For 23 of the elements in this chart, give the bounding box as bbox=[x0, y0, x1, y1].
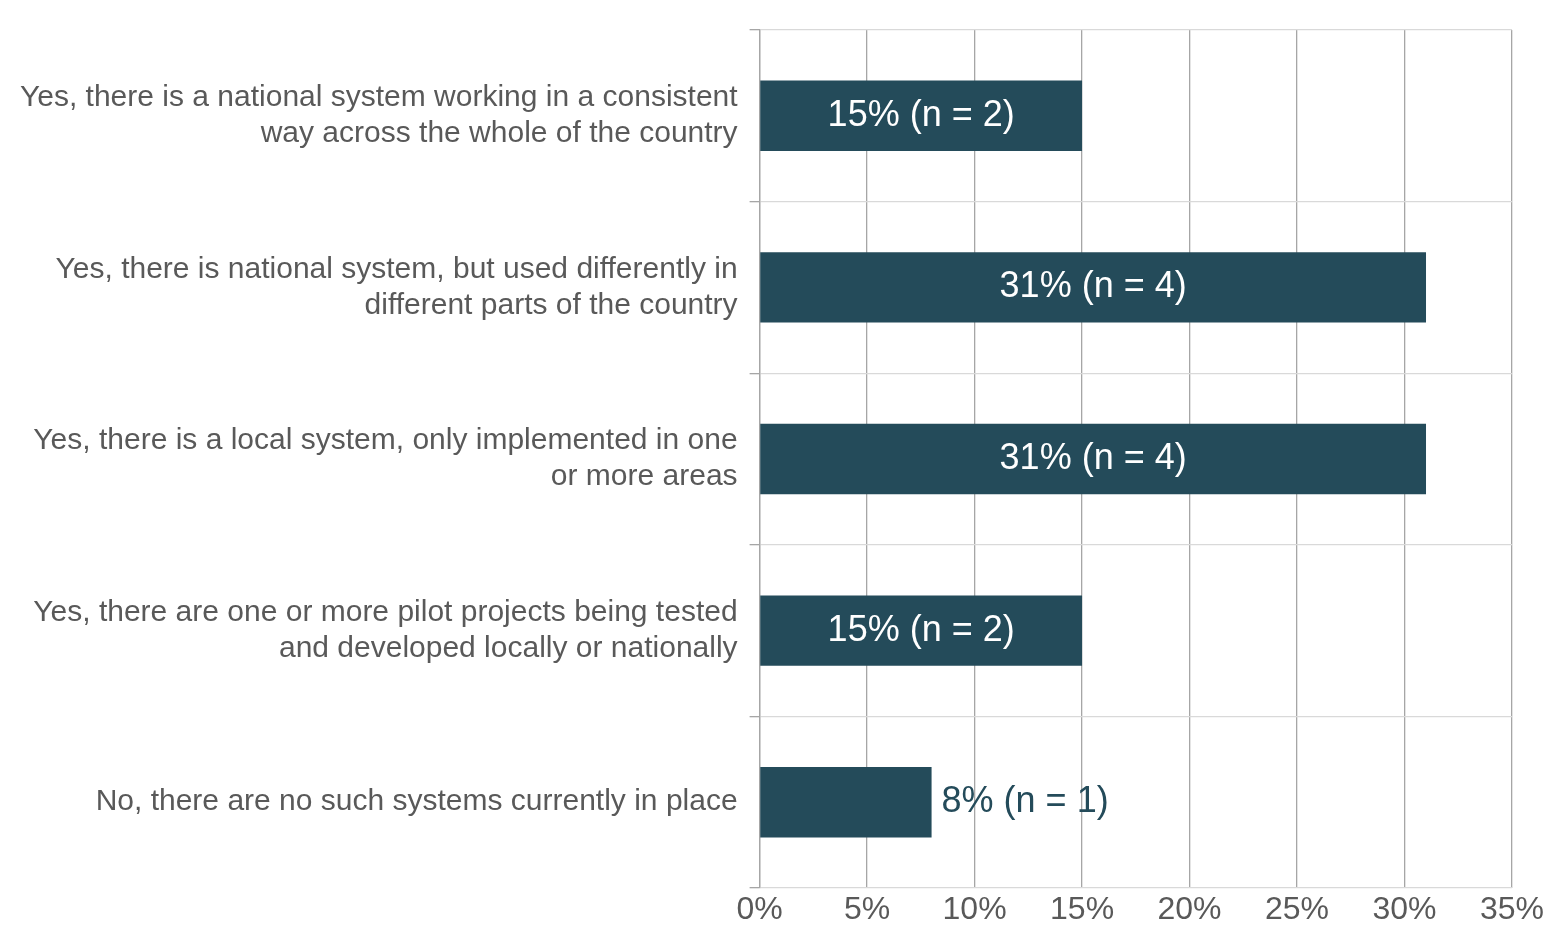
x-tick-label: 5% bbox=[843, 890, 891, 927]
bar bbox=[760, 423, 1427, 495]
bar bbox=[760, 80, 1083, 151]
x-tick-label: 15% bbox=[1050, 890, 1115, 927]
y-tick-label: Yes, there are one or more pilot projects being tested and developed locally or nationally bbox=[33, 593, 738, 663]
x-tick-label: 20% bbox=[1157, 890, 1222, 927]
x-tick-label: 35% bbox=[1479, 890, 1545, 927]
x-tick-label: 0% bbox=[736, 890, 783, 927]
data-label: 15% (n = 2) bbox=[827, 92, 1015, 134]
y-tick-label: Yes, there is a national system working in a consistent way across the whole of the country bbox=[19, 79, 739, 149]
data-label: 31% (n = 4) bbox=[999, 264, 1187, 306]
bar bbox=[760, 595, 1083, 666]
data-label: 15% (n = 2) bbox=[827, 607, 1015, 649]
x-tick-label: 10% bbox=[942, 890, 1007, 927]
y-tick-label: Yes, there is national system, but used differently in different parts of the country bbox=[55, 250, 738, 320]
data-label: 31% (n = 4) bbox=[999, 435, 1187, 477]
y-tick-label: No, there are no such systems currently in place bbox=[95, 783, 738, 817]
bar bbox=[760, 252, 1427, 323]
y-tick-label: Yes, there is a local system, only implemented in one or more areas bbox=[33, 422, 738, 492]
data-label: 8% (n = 1) bbox=[941, 779, 1109, 821]
x-tick-label: 30% bbox=[1372, 890, 1437, 927]
x-tick-label: 25% bbox=[1265, 890, 1330, 927]
bar bbox=[760, 767, 932, 838]
